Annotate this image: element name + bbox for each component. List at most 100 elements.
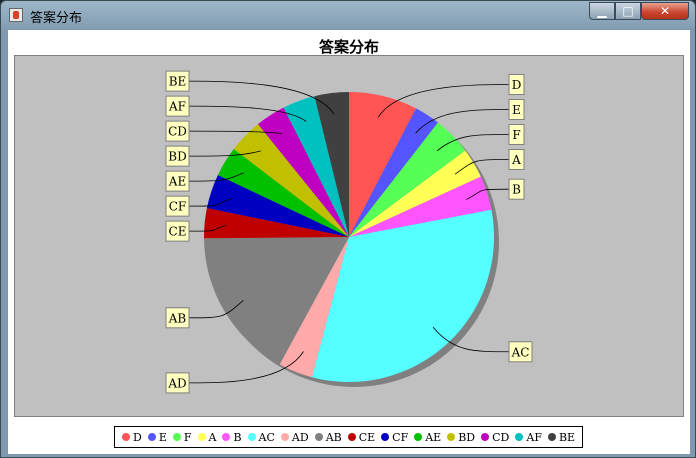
svg-text:AB: AB (168, 311, 187, 325)
leader-line-ae (188, 172, 244, 182)
legend-label: CF (392, 430, 409, 444)
svg-text:B: B (512, 183, 521, 197)
legend-item-ae: AE (414, 431, 441, 444)
pie-slice-d (349, 92, 417, 237)
legend-swatch (197, 433, 206, 441)
svg-text:AE: AE (168, 175, 186, 189)
pie-label-a: A (508, 149, 525, 171)
svg-text:CF: CF (169, 200, 187, 214)
pie-label-cd: CD (165, 120, 190, 142)
pie-slice-be (314, 92, 349, 237)
leader-line-b (466, 188, 510, 200)
pie-slice-b (349, 176, 492, 237)
legend-label: AF (526, 430, 542, 444)
leader-line-e (415, 109, 510, 134)
leader-line-d (377, 84, 510, 118)
pie-label-b: B (508, 178, 525, 200)
leader-line-ce (188, 224, 227, 232)
legend-swatch (280, 433, 289, 441)
pie-label-ac: AC (508, 341, 533, 363)
java-app-icon (9, 8, 23, 22)
legend-label: B (233, 430, 242, 444)
pie-slice-ac (311, 209, 494, 382)
legend-label: E (158, 430, 167, 444)
legend-swatch (172, 433, 181, 441)
pie-label-cf: CF (165, 195, 190, 217)
plot-area: D E F A B AC BE AF CD BD AE CF CE AB AD (14, 55, 684, 417)
pie-label-ae: AE (165, 170, 190, 192)
legend-swatch (147, 433, 156, 441)
chart-title: 答案分布 (318, 38, 379, 56)
legend-label: AE (425, 430, 442, 444)
legend-item-ab: AB (314, 430, 342, 444)
pie-label-ad: AD (165, 372, 190, 394)
legend-label: AB (325, 430, 342, 444)
pie-label-ce: CE (165, 220, 190, 242)
pie-slice-e (349, 108, 438, 237)
pie-label-af: AF (165, 95, 190, 117)
leader-line-bd (188, 150, 261, 157)
legend-swatch (122, 433, 130, 441)
leader-line-cf (188, 197, 233, 207)
pie-slice-ab (204, 237, 349, 365)
legend-swatch (481, 433, 490, 441)
pie-label-e: E (508, 99, 525, 121)
legend-swatch (314, 433, 323, 441)
legend-item-cd: CD (481, 431, 509, 444)
legend-item-ac: AC (247, 430, 275, 444)
svg-text:BE: BE (169, 75, 187, 89)
title-bar[interactable]: 答案分布 ▁ □ ✕ (1, 1, 695, 29)
legend-item-d: D (122, 431, 142, 444)
pie-label-bd: BD (165, 145, 190, 167)
pie-slice-f (349, 122, 466, 237)
legend-swatch (381, 433, 390, 441)
leader-line-f (436, 134, 510, 152)
pie-slice-ce (204, 208, 349, 239)
maximize-button[interactable]: □ (615, 2, 641, 20)
leader-line-ac (432, 326, 510, 353)
svg-text:A: A (511, 153, 521, 167)
legend-swatch (222, 433, 231, 441)
minimize-button[interactable]: ▁ (589, 2, 615, 20)
svg-text:BD: BD (168, 150, 186, 164)
legend-swatch (447, 433, 456, 441)
svg-text:AC: AC (511, 345, 530, 359)
chart-panel: 答案分布 D E F A B AC BE AF CD BD AE CF CE AB AD D E F A B AC AD… (8, 30, 690, 454)
pie-slice-af (283, 96, 349, 237)
legend-item-b: B (222, 430, 242, 444)
legend-label: CD (492, 430, 510, 444)
legend-label: AD (291, 430, 309, 444)
legend-swatch (515, 433, 524, 441)
window-title: 答案分布 (30, 11, 83, 26)
leader-line-cd (188, 130, 283, 134)
legend-item-a: A (197, 430, 217, 444)
legend-item-ce: CE (347, 431, 375, 444)
svg-text:CD: CD (168, 125, 187, 139)
close-button[interactable]: ✕ (641, 2, 689, 20)
legend-item-ad: AD (280, 430, 309, 444)
legend-swatch (547, 433, 556, 441)
legend-label: AC (258, 430, 275, 444)
svg-text:E: E (512, 103, 521, 117)
svg-text:AD: AD (167, 376, 186, 390)
legend-label: F (183, 430, 192, 444)
svg-text:AF: AF (168, 100, 186, 114)
legend-swatch (247, 433, 256, 441)
legend-label: A (208, 430, 217, 444)
legend-item-af: AF (515, 431, 542, 444)
pie-slice-cf (206, 175, 349, 237)
leader-line-af (188, 105, 307, 122)
pie-slice-ae (217, 149, 349, 237)
legend-item-e: E (147, 430, 167, 444)
pie-slice-a (349, 150, 481, 237)
svg-text:CE: CE (169, 225, 187, 239)
legend: D E F A B AC AD AB CE CF AE BD CD AF BE (114, 426, 584, 448)
pie-slice-ad (279, 237, 349, 378)
pie-label-ab: AB (165, 307, 190, 329)
pie-label-f: F (508, 124, 525, 146)
legend-label: BD (458, 430, 476, 444)
legend-swatch (414, 433, 423, 441)
leader-line-a (454, 159, 510, 175)
